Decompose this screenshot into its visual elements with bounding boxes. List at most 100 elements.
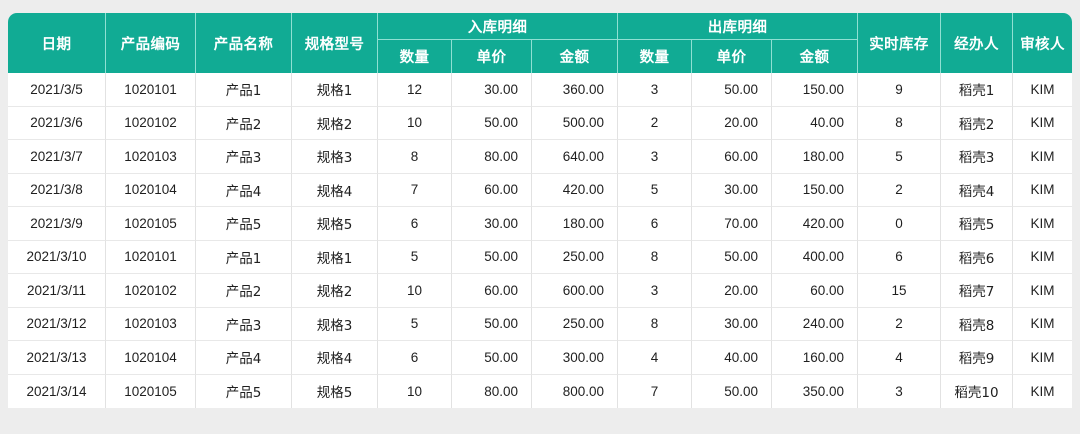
cell-reviewer[interactable]: KIM: [1013, 374, 1072, 408]
cell-product-name[interactable]: 产品5: [196, 374, 292, 408]
column-header-spec-model[interactable]: 规格型号: [292, 13, 378, 73]
cell-inbound-amount[interactable]: 800.00: [532, 374, 618, 408]
cell-product-code[interactable]: 1020104: [106, 341, 196, 375]
table-row[interactable]: 2021/3/10 1020101 产品1 规格1 5 50.00 250.00 8 50.00…: [8, 240, 1072, 274]
cell-stock[interactable]: 2: [858, 173, 941, 207]
cell-outbound-price[interactable]: 30.00: [692, 307, 772, 341]
cell-outbound-amount[interactable]: 60.00: [772, 274, 858, 308]
cell-product-code[interactable]: 1020102: [106, 274, 196, 308]
column-header-reviewer[interactable]: 审核人: [1013, 13, 1072, 73]
cell-inbound-amount[interactable]: 360.00: [532, 73, 618, 107]
cell-outbound-qty[interactable]: 8: [618, 307, 692, 341]
cell-handler[interactable]: 稻壳10: [941, 374, 1013, 408]
cell-stock[interactable]: 3: [858, 374, 941, 408]
table-row[interactable]: 2021/3/7 1020103 产品3 规格3 8 80.00 640.00 3 60.00 1…: [8, 140, 1072, 174]
cell-product-name[interactable]: 产品1: [196, 73, 292, 107]
cell-date[interactable]: 2021/3/6: [8, 106, 106, 140]
cell-reviewer[interactable]: KIM: [1013, 274, 1072, 308]
column-header-outbound-amount[interactable]: 金额: [772, 40, 858, 73]
cell-product-name[interactable]: 产品3: [196, 140, 292, 174]
cell-outbound-amount[interactable]: 420.00: [772, 207, 858, 241]
cell-inbound-price[interactable]: 50.00: [452, 106, 532, 140]
cell-inbound-price[interactable]: 30.00: [452, 207, 532, 241]
column-header-outbound-qty[interactable]: 数量: [618, 40, 692, 73]
cell-inbound-qty[interactable]: 8: [378, 140, 452, 174]
cell-handler[interactable]: 稻壳3: [941, 140, 1013, 174]
cell-outbound-price[interactable]: 50.00: [692, 374, 772, 408]
cell-reviewer[interactable]: KIM: [1013, 106, 1072, 140]
cell-inbound-amount[interactable]: 420.00: [532, 173, 618, 207]
cell-outbound-qty[interactable]: 3: [618, 73, 692, 107]
cell-reviewer[interactable]: KIM: [1013, 341, 1072, 375]
cell-product-code[interactable]: 1020101: [106, 73, 196, 107]
cell-date[interactable]: 2021/3/14: [8, 374, 106, 408]
cell-inbound-price[interactable]: 50.00: [452, 307, 532, 341]
cell-stock[interactable]: 5: [858, 140, 941, 174]
cell-inbound-price[interactable]: 80.00: [452, 374, 532, 408]
cell-outbound-amount[interactable]: 350.00: [772, 374, 858, 408]
cell-inbound-amount[interactable]: 250.00: [532, 307, 618, 341]
cell-handler[interactable]: 稻壳4: [941, 173, 1013, 207]
cell-date[interactable]: 2021/3/10: [8, 240, 106, 274]
cell-reviewer[interactable]: KIM: [1013, 73, 1072, 107]
cell-product-code[interactable]: 1020105: [106, 207, 196, 241]
column-header-stock[interactable]: 实时库存: [858, 13, 941, 73]
cell-inbound-qty[interactable]: 6: [378, 207, 452, 241]
column-header-date[interactable]: 日期: [8, 13, 106, 73]
cell-stock[interactable]: 15: [858, 274, 941, 308]
cell-reviewer[interactable]: KIM: [1013, 173, 1072, 207]
cell-handler[interactable]: 稻壳6: [941, 240, 1013, 274]
cell-outbound-qty[interactable]: 6: [618, 207, 692, 241]
cell-stock[interactable]: 8: [858, 106, 941, 140]
cell-outbound-price[interactable]: 20.00: [692, 106, 772, 140]
cell-inbound-price[interactable]: 30.00: [452, 73, 532, 107]
table-row[interactable]: 2021/3/6 1020102 产品2 规格2 10 50.00 500.00 2 20.00…: [8, 106, 1072, 140]
table-row[interactable]: 2021/3/8 1020104 产品4 规格4 7 60.00 420.00 5 30.00 1…: [8, 173, 1072, 207]
cell-outbound-price[interactable]: 20.00: [692, 274, 772, 308]
cell-outbound-amount[interactable]: 400.00: [772, 240, 858, 274]
table-row[interactable]: 2021/3/13 1020104 产品4 规格4 6 50.00 300.00 4 40.00…: [8, 341, 1072, 375]
cell-spec-model[interactable]: 规格4: [292, 173, 378, 207]
column-header-handler[interactable]: 经办人: [941, 13, 1013, 73]
cell-product-code[interactable]: 1020103: [106, 140, 196, 174]
cell-inbound-price[interactable]: 80.00: [452, 140, 532, 174]
cell-reviewer[interactable]: KIM: [1013, 240, 1072, 274]
cell-handler[interactable]: 稻壳7: [941, 274, 1013, 308]
table-row[interactable]: 2021/3/14 1020105 产品5 规格5 10 80.00 800.00 7 50.0…: [8, 374, 1072, 408]
cell-outbound-qty[interactable]: 2: [618, 106, 692, 140]
cell-stock[interactable]: 9: [858, 73, 941, 107]
cell-spec-model[interactable]: 规格2: [292, 106, 378, 140]
cell-inbound-amount[interactable]: 500.00: [532, 106, 618, 140]
cell-inbound-qty[interactable]: 10: [378, 274, 452, 308]
cell-stock[interactable]: 6: [858, 240, 941, 274]
cell-date[interactable]: 2021/3/7: [8, 140, 106, 174]
cell-reviewer[interactable]: KIM: [1013, 207, 1072, 241]
cell-spec-model[interactable]: 规格3: [292, 307, 378, 341]
cell-spec-model[interactable]: 规格5: [292, 207, 378, 241]
cell-spec-model[interactable]: 规格5: [292, 374, 378, 408]
cell-date[interactable]: 2021/3/12: [8, 307, 106, 341]
cell-outbound-amount[interactable]: 150.00: [772, 73, 858, 107]
column-group-header-inbound[interactable]: 入库明细: [378, 13, 618, 40]
cell-inbound-amount[interactable]: 250.00: [532, 240, 618, 274]
cell-date[interactable]: 2021/3/8: [8, 173, 106, 207]
cell-date[interactable]: 2021/3/11: [8, 274, 106, 308]
cell-stock[interactable]: 2: [858, 307, 941, 341]
column-header-product-name[interactable]: 产品名称: [196, 13, 292, 73]
cell-product-name[interactable]: 产品4: [196, 173, 292, 207]
cell-product-name[interactable]: 产品3: [196, 307, 292, 341]
cell-reviewer[interactable]: KIM: [1013, 307, 1072, 341]
cell-handler[interactable]: 稻壳8: [941, 307, 1013, 341]
cell-product-code[interactable]: 1020101: [106, 240, 196, 274]
cell-handler[interactable]: 稻壳2: [941, 106, 1013, 140]
cell-product-code[interactable]: 1020103: [106, 307, 196, 341]
cell-outbound-price[interactable]: 60.00: [692, 140, 772, 174]
cell-product-code[interactable]: 1020102: [106, 106, 196, 140]
column-header-inbound-amount[interactable]: 金额: [532, 40, 618, 73]
cell-outbound-amount[interactable]: 160.00: [772, 341, 858, 375]
cell-outbound-qty[interactable]: 3: [618, 140, 692, 174]
cell-inbound-qty[interactable]: 7: [378, 173, 452, 207]
cell-date[interactable]: 2021/3/13: [8, 341, 106, 375]
column-group-header-outbound[interactable]: 出库明细: [618, 13, 858, 40]
cell-spec-model[interactable]: 规格1: [292, 73, 378, 107]
